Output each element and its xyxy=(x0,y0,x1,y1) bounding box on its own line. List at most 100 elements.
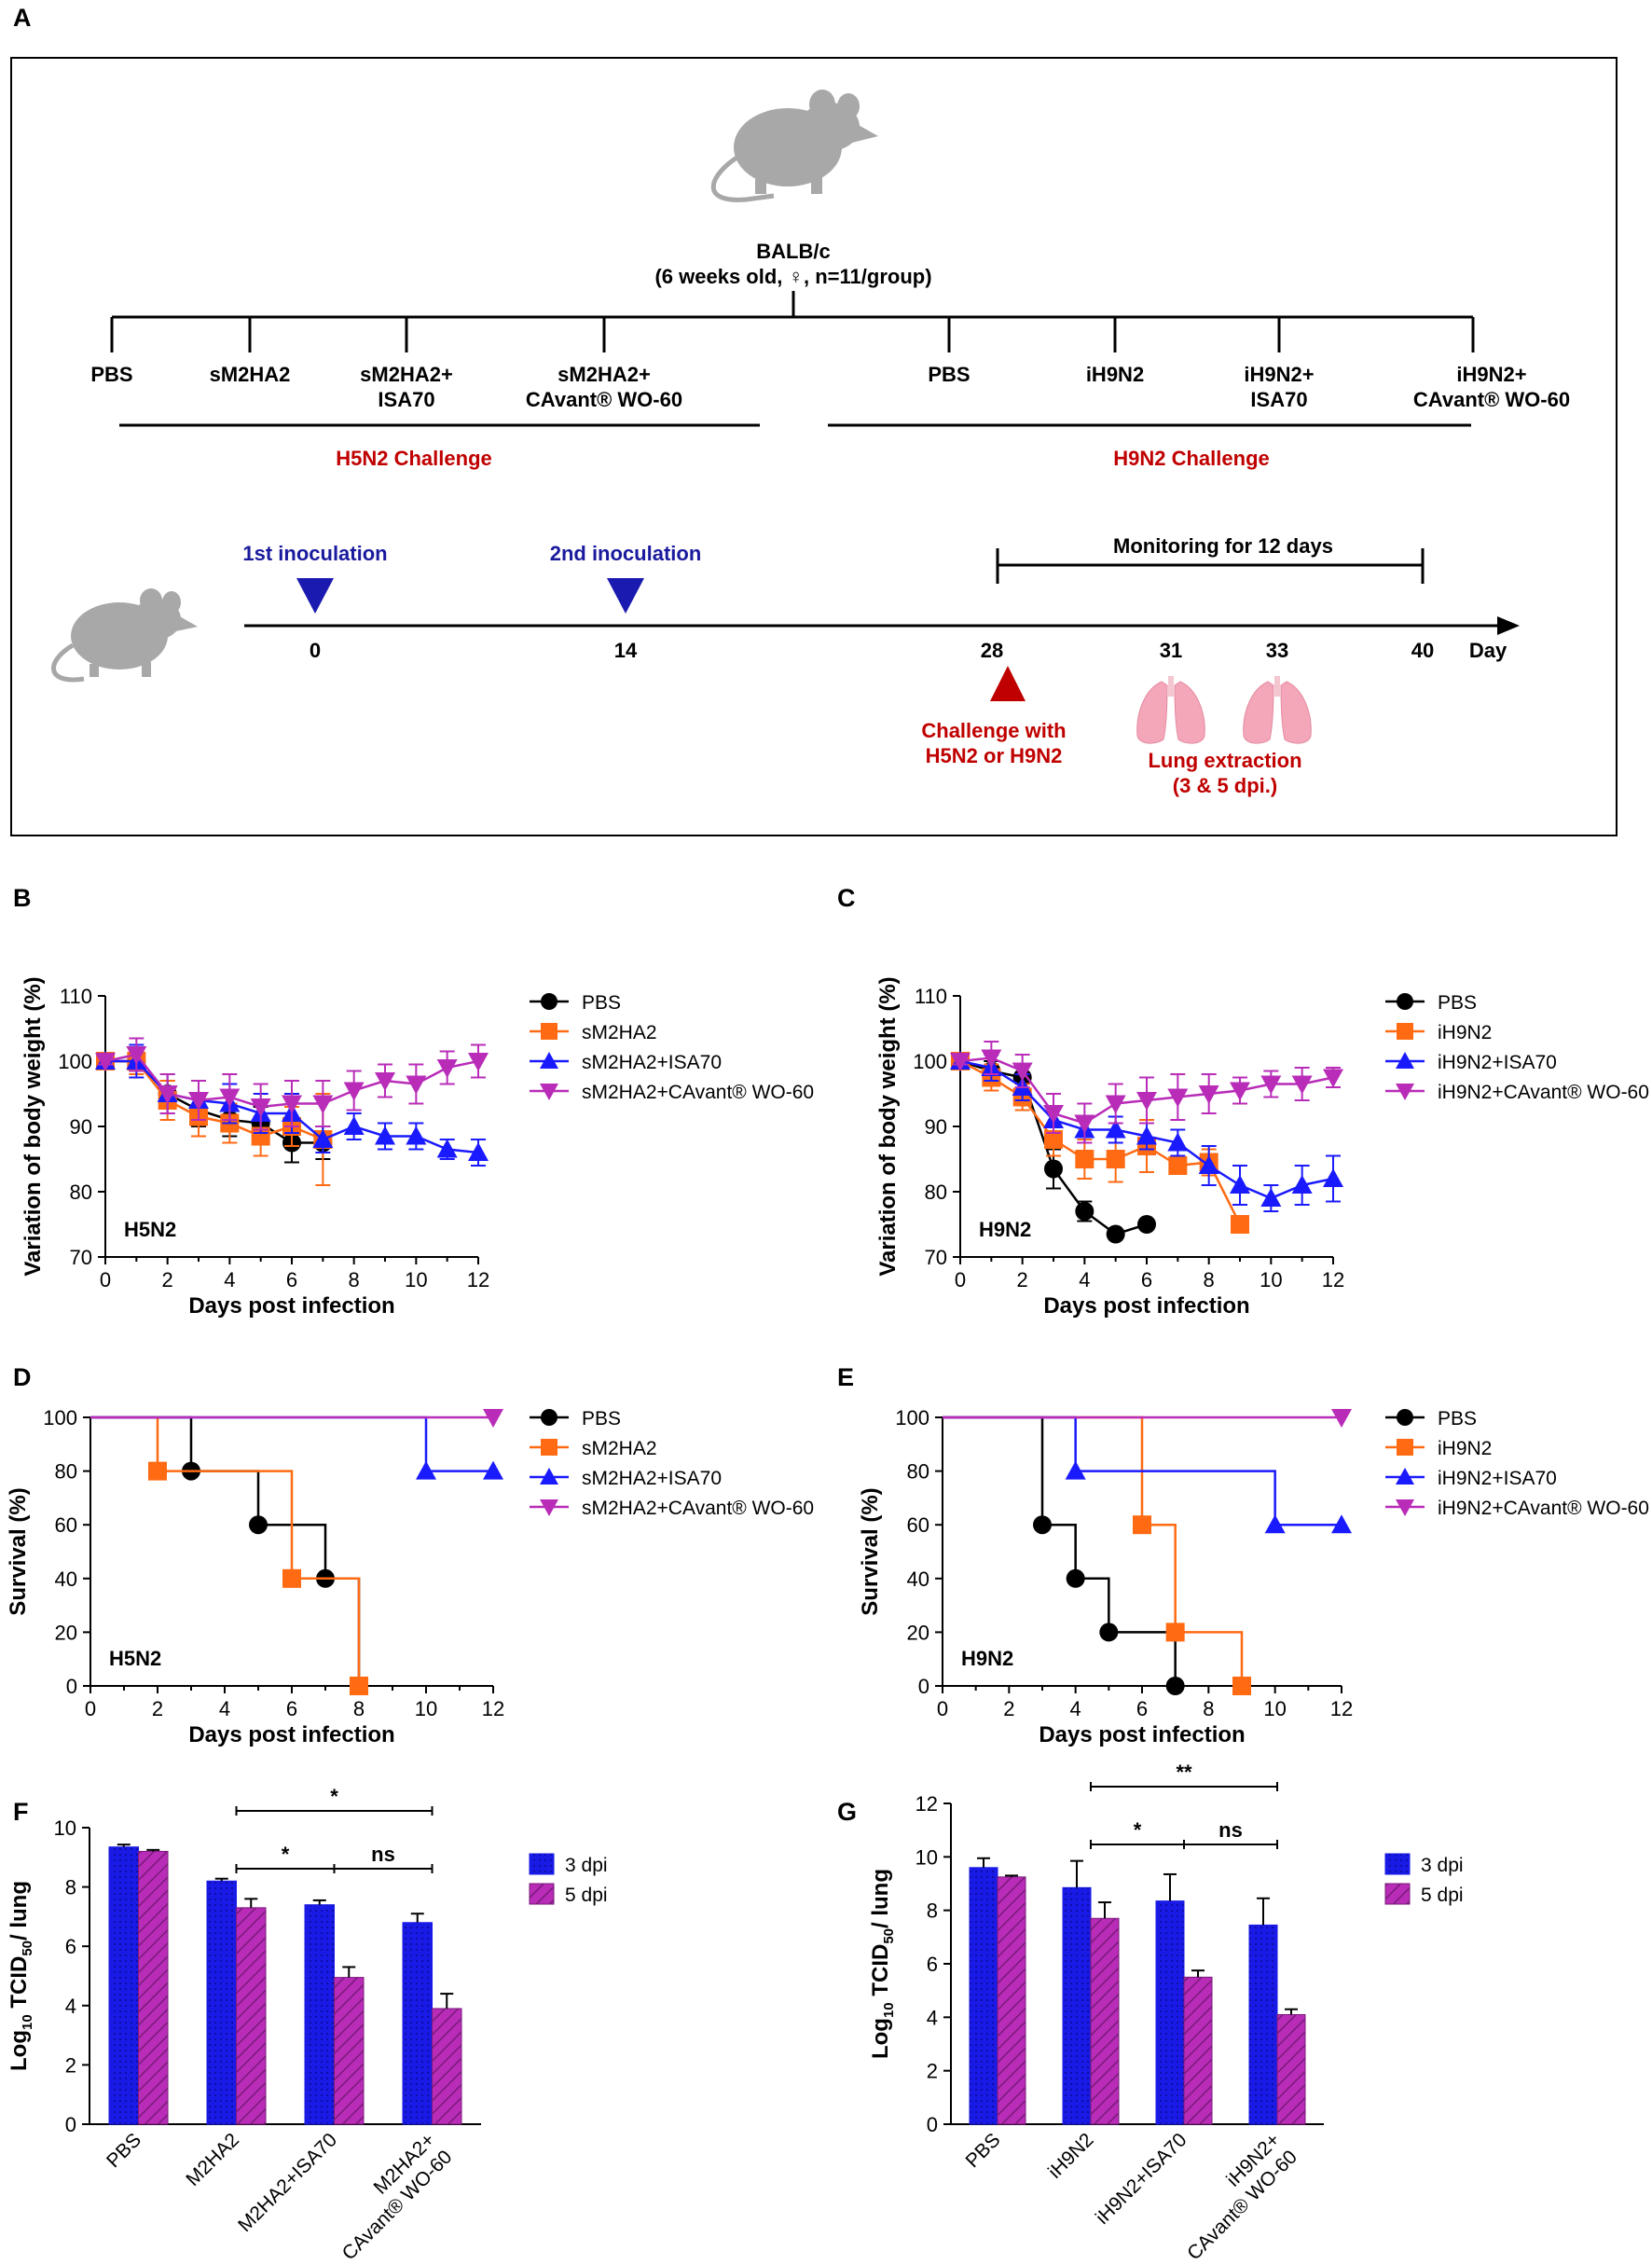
y-tick-label: 6 xyxy=(65,1935,76,1958)
data-point xyxy=(282,1095,302,1114)
y-axis-label: Variation of body weight (%) xyxy=(875,976,901,1276)
data-point xyxy=(540,1084,558,1100)
data-point xyxy=(1099,1623,1119,1642)
significance-label: * xyxy=(330,1785,338,1808)
data-point xyxy=(1397,1439,1413,1456)
legend-label: PBS xyxy=(1438,992,1477,1014)
x-axis-label: Days post infection xyxy=(1039,1722,1245,1747)
data-point xyxy=(188,1092,209,1111)
y-axis-label: Log10 TCID50/ lung xyxy=(7,1881,35,2071)
inoculation-1-marker xyxy=(296,578,334,614)
data-point xyxy=(1323,1069,1343,1088)
legend-label: iH9N2 xyxy=(1438,1022,1492,1043)
legend-label: sM2HA2+ISA70 xyxy=(582,1468,722,1489)
chart-d: 0 20 40 60 80 100 0 2 4 6 8 10 12 Days post infection… xyxy=(6,1406,814,1747)
legend-swatch xyxy=(1384,1883,1411,1905)
legend-label: 3 dpi xyxy=(1421,1855,1464,1876)
x-tick-label: 8 xyxy=(353,1697,365,1720)
legend: PBS sM2HA2 sM2HA2+ISA70 sM2HA2+CAvant® WO-6… xyxy=(530,1408,814,1519)
series-line xyxy=(943,1416,1177,1686)
y-tick-label: 10 xyxy=(915,1845,938,1869)
significance-label: * xyxy=(282,1843,290,1866)
data-point xyxy=(1105,1095,1126,1114)
legend-swatch xyxy=(529,1853,555,1875)
group-label: PBS xyxy=(928,363,971,386)
data-point xyxy=(1396,1052,1414,1069)
x-axis-label: Days post infection xyxy=(188,1293,394,1319)
inoculation-1-label: 1st inoculation xyxy=(242,542,388,565)
x-tick-label: 4 xyxy=(219,1697,230,1720)
x-tick-label: 6 xyxy=(286,1268,297,1291)
data-point xyxy=(1136,1126,1157,1145)
data-point xyxy=(95,1053,116,1071)
data-point xyxy=(1066,1568,1085,1588)
day-tick: 28 xyxy=(980,639,1004,662)
legend-label: PBS xyxy=(582,992,621,1014)
data-point xyxy=(1167,1088,1189,1108)
x-axis-label: Days post infection xyxy=(1043,1293,1249,1319)
chart-e: 0 20 40 60 80 100 0 2 4 6 8 10 12 Days post infection… xyxy=(858,1406,1649,1747)
data-point xyxy=(468,1053,489,1071)
day-unit: Day xyxy=(1468,639,1507,662)
series-0 xyxy=(943,1416,1185,1695)
bar xyxy=(1155,1900,1185,2125)
data-point xyxy=(406,1075,427,1095)
data-point xyxy=(126,1046,147,1065)
series-3 xyxy=(943,1409,1352,1428)
data-point xyxy=(541,1023,558,1040)
bar xyxy=(1062,1886,1092,2125)
legend: PBS iH9N2 iH9N2+ISA70 iH9N2+CAvant® WO-60 xyxy=(1385,1408,1649,1519)
inoculation-2-marker xyxy=(607,578,644,614)
data-point xyxy=(1198,1155,1219,1174)
day-tick: 33 xyxy=(1265,639,1289,662)
data-point xyxy=(1231,1215,1249,1234)
category-label: M2HA2+ISA70 xyxy=(234,2129,341,2236)
data-point xyxy=(1396,1468,1414,1485)
series-line xyxy=(959,1059,1242,1225)
data-point xyxy=(406,1126,427,1145)
data-point xyxy=(540,1499,558,1516)
data-point xyxy=(1331,1514,1352,1534)
data-point xyxy=(1331,1409,1352,1428)
legend-label: iH9N2+ISA70 xyxy=(1438,1468,1557,1489)
data-point xyxy=(219,1088,241,1108)
x-tick-label: 10 xyxy=(1260,1268,1282,1291)
data-point xyxy=(950,1053,971,1071)
chart-title: H5N2 xyxy=(124,1218,176,1241)
legend-label: iH9N2+CAvant® WO-60 xyxy=(1438,1082,1649,1103)
data-point xyxy=(1230,1082,1250,1101)
y-tick-label: 20 xyxy=(907,1621,929,1644)
data-point xyxy=(1264,1514,1286,1534)
significance-label: ** xyxy=(1176,1761,1192,1784)
data-point xyxy=(540,1468,558,1485)
chart-b: 70 80 90 100 110 0 2 4 6 8 10 12 Days post infection… xyxy=(21,976,814,1319)
legend-label: sM2HA2+CAvant® WO-60 xyxy=(582,1082,814,1103)
significance-label: ns xyxy=(371,1843,395,1866)
y-tick-label: 40 xyxy=(907,1568,929,1591)
y-axis-label: Variation of body weight (%) xyxy=(21,976,46,1276)
bar xyxy=(1276,2013,1306,2125)
x-tick-label: 12 xyxy=(467,1268,489,1291)
x-tick-label: 2 xyxy=(1017,1268,1028,1291)
x-tick-label: 0 xyxy=(85,1697,96,1720)
data-point xyxy=(1044,1159,1063,1179)
y-tick-label: 4 xyxy=(65,1995,76,2018)
lung-icon xyxy=(1136,676,1205,744)
mouse-sublabel: (6 weeks old, ♀, n=11/group) xyxy=(654,265,932,288)
y-tick-label: 60 xyxy=(55,1513,77,1537)
y-tick-label: 80 xyxy=(925,1181,947,1204)
x-tick-label: 4 xyxy=(1079,1268,1090,1291)
y-tick-label: 100 xyxy=(58,1050,92,1073)
y-tick-label: 70 xyxy=(925,1246,947,1269)
y-tick-label: 0 xyxy=(918,1675,929,1698)
x-tick-label: 8 xyxy=(1204,1268,1215,1291)
legend-label: sM2HA2+ISA70 xyxy=(582,1052,722,1073)
y-tick-label: 8 xyxy=(927,1899,938,1923)
group-label: sM2HA2 xyxy=(209,363,291,386)
y-tick-label: 80 xyxy=(70,1181,92,1204)
data-point xyxy=(1397,1023,1413,1040)
y-tick-label: 10 xyxy=(54,1816,76,1840)
category-label: iH9N2+ISA70 xyxy=(1092,2129,1191,2229)
data-point xyxy=(1136,1092,1157,1111)
